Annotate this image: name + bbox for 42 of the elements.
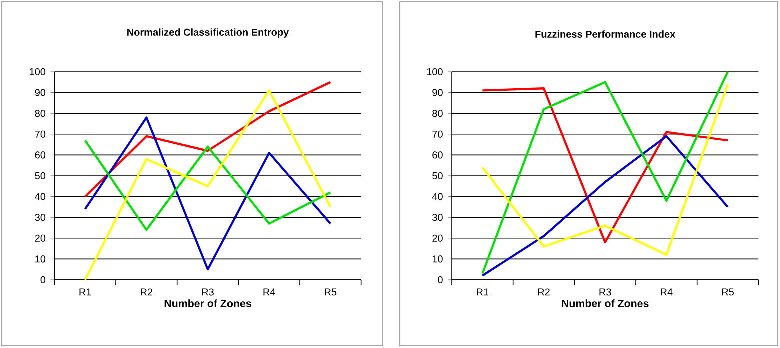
y-tick-label: 10	[432, 256, 443, 263]
y-tick-label: 100	[30, 68, 46, 76]
x-tick-label: R4	[661, 288, 673, 296]
line-series	[482, 135, 730, 277]
line-series	[84, 116, 332, 271]
y-tick-label: 90	[35, 89, 46, 96]
y-tick-label: 20	[35, 234, 46, 242]
x-axis-title: Number of Zones	[164, 300, 252, 308]
y-tick-label: 90	[432, 89, 443, 96]
x-tick-label: R5	[325, 288, 337, 296]
y-tick-label: 50	[35, 172, 46, 180]
x-tick-label: R3	[202, 288, 214, 296]
y-tick-label: 0	[438, 276, 443, 284]
y-tick-label: 30	[432, 214, 443, 222]
line-series	[84, 81, 332, 198]
y-tick-label: 60	[35, 152, 46, 159]
x-tick-label: R1	[80, 288, 92, 296]
y-tick-label: 70	[35, 130, 46, 138]
y-tick-label: 50	[432, 172, 443, 180]
x-tick-label: R5	[722, 288, 734, 296]
x-tick-label: R2	[538, 288, 550, 296]
y-tick-label: 40	[35, 193, 46, 200]
y-tick-label: 80	[35, 110, 46, 118]
x-tick-label: R1	[477, 288, 489, 296]
line-series	[84, 90, 332, 282]
line-series	[84, 140, 332, 232]
x-tick-label: R3	[600, 288, 612, 296]
y-tick-label: 20	[432, 234, 443, 242]
y-tick-label: 60	[432, 152, 443, 159]
y-tick-label: 10	[36, 256, 46, 263]
x-axis-title: Number of Zones	[562, 300, 649, 308]
chart-title: Normalized Classification Entropy	[128, 28, 290, 38]
x-tick-label: R2	[141, 288, 153, 296]
y-tick-label: 70	[432, 130, 443, 138]
y-tick-label: 80	[432, 110, 443, 118]
y-tick-label: 30	[35, 214, 46, 222]
y-tick-label: 0	[40, 276, 46, 284]
line-series	[482, 70, 730, 275]
y-tick-label: 100	[427, 68, 443, 76]
chart-title: Fuzziness Performance Index	[536, 30, 676, 38]
x-tick-label: R4	[264, 288, 276, 296]
y-tick-label: 40	[432, 193, 443, 200]
